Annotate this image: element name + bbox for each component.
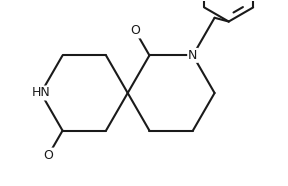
- Text: O: O: [43, 149, 53, 162]
- Text: O: O: [130, 24, 140, 37]
- Text: HN: HN: [31, 86, 50, 100]
- Text: N: N: [188, 49, 198, 62]
